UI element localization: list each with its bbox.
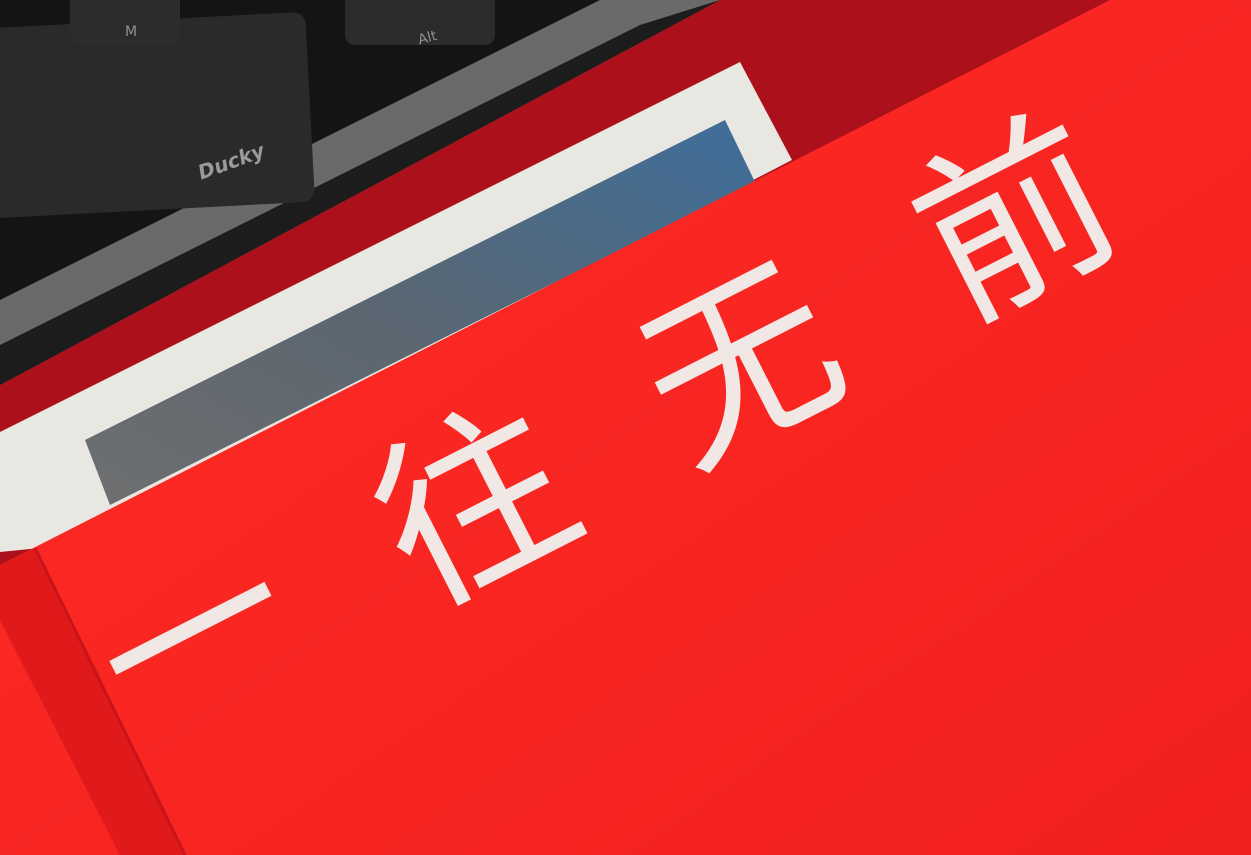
keyboard-edge	[0, 0, 720, 385]
book-spine	[0, 548, 185, 855]
key-label: M	[125, 24, 137, 40]
key-label: Alt	[416, 28, 439, 48]
key	[70, 0, 180, 45]
spine-fold	[33, 547, 187, 855]
photo	[85, 120, 755, 505]
key	[345, 0, 495, 45]
key	[0, 12, 315, 219]
